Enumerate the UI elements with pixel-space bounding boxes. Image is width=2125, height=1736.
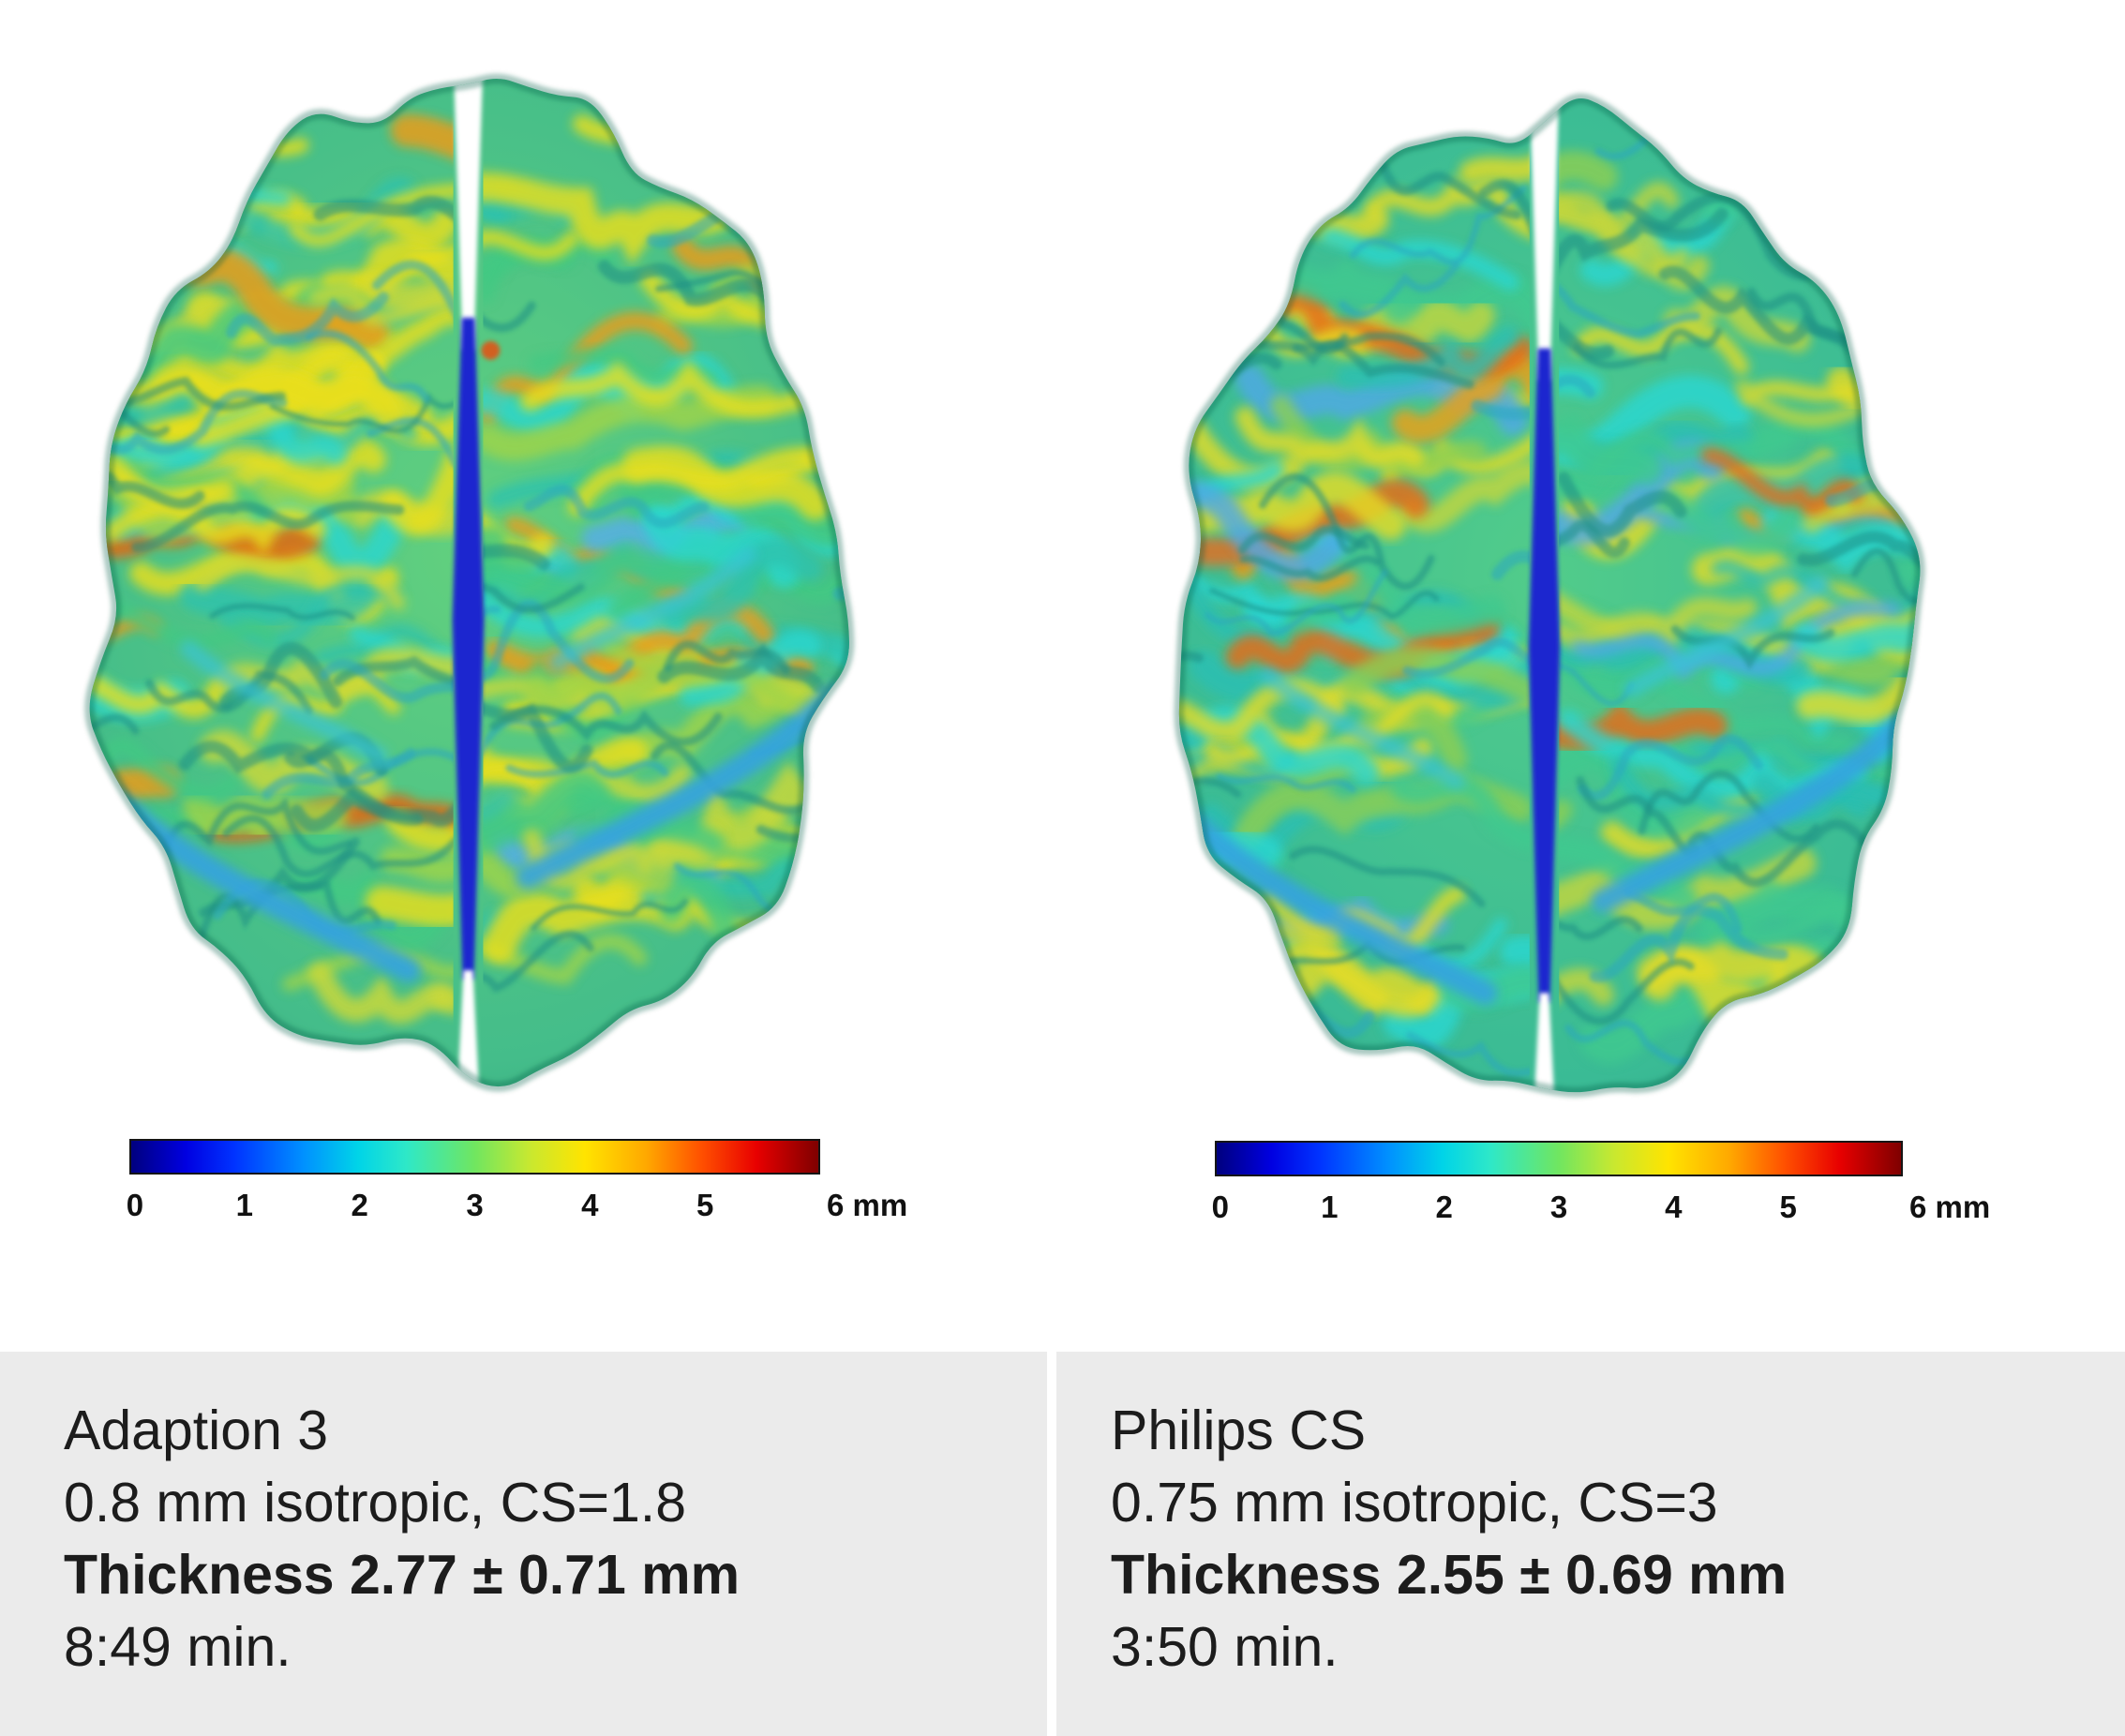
colorbar-tick: 6 mm bbox=[827, 1188, 908, 1222]
colorbar-ticks-left: 0 1 2 3 4 5 6 mm bbox=[126, 1188, 908, 1225]
caption-panel-right: Philips CS 0.75 mm isotropic, CS=3 Thick… bbox=[1056, 1352, 2125, 1736]
colorbar-left: 0 1 2 3 4 5 6 mm bbox=[126, 1139, 908, 1225]
caption-duration: 3:50 min. bbox=[1111, 1616, 1339, 1678]
colorbar-tick: 5 bbox=[1779, 1190, 1797, 1224]
colorbar-tick: 2 bbox=[1435, 1190, 1453, 1224]
caption-method: Philips CS bbox=[1111, 1399, 1367, 1461]
colorbar-tick: 5 bbox=[696, 1188, 714, 1222]
caption-panel-left: Adaption 3 0.8 mm isotropic, CS=1.8 Thic… bbox=[0, 1352, 1047, 1736]
colorbar-tick: 2 bbox=[351, 1188, 368, 1222]
caption-thickness: Thickness 2.77 ± 0.71 mm bbox=[64, 1544, 741, 1606]
caption-protocol: 0.75 mm isotropic, CS=3 bbox=[1111, 1472, 1718, 1534]
colorbar-gradient-left bbox=[129, 1139, 820, 1175]
brain-surface-right bbox=[1174, 93, 1925, 1098]
colorbar-tick: 4 bbox=[581, 1188, 599, 1222]
colorbar-tick: 3 bbox=[1549, 1190, 1568, 1224]
brain-thickness-map-left bbox=[49, 42, 888, 1097]
colorbar-tick: 6 mm bbox=[1909, 1190, 1991, 1224]
colorbar-tick: 3 bbox=[466, 1188, 484, 1222]
caption-duration: 8:49 min. bbox=[64, 1616, 292, 1678]
colorbar-tick: 0 bbox=[1211, 1190, 1230, 1224]
colorbar-tick: 0 bbox=[126, 1188, 144, 1222]
colorbar-tick: 1 bbox=[1321, 1190, 1339, 1224]
caption-protocol: 0.8 mm isotropic, CS=1.8 bbox=[64, 1472, 687, 1534]
brain-thickness-map-right bbox=[1130, 77, 1959, 1117]
colorbar-ticks-right: 0 1 2 3 4 5 6 mm bbox=[1211, 1190, 1991, 1227]
colorbar-right: 0 1 2 3 4 5 6 mm bbox=[1211, 1141, 1991, 1227]
colorbar-tick: 1 bbox=[235, 1188, 254, 1222]
caption-method: Adaption 3 bbox=[64, 1399, 329, 1461]
caption-thickness: Thickness 2.55 ± 0.69 mm bbox=[1111, 1544, 1788, 1606]
brain-surface-left bbox=[84, 73, 855, 1092]
colorbar-gradient-right bbox=[1215, 1141, 1903, 1176]
colorbar-tick: 4 bbox=[1665, 1190, 1683, 1224]
